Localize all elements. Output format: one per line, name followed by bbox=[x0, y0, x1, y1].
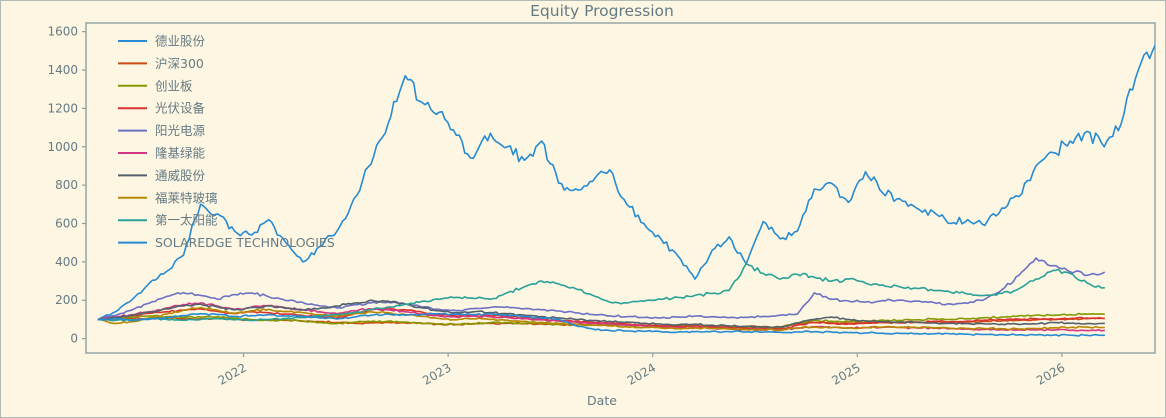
legend-item: 光伏设备 bbox=[118, 101, 206, 116]
y-tick-label: 600 bbox=[55, 216, 78, 230]
x-axis: 2022 2023 2024 2025 2026 bbox=[216, 353, 1067, 388]
series-line bbox=[97, 312, 1105, 337]
y-tick-label: 1200 bbox=[47, 101, 78, 115]
y-tick-label: 1000 bbox=[47, 140, 78, 154]
series-line bbox=[97, 257, 1105, 321]
legend-item: 第一太阳能 bbox=[118, 213, 218, 228]
legend-label: SOLAREDGE TECHNOLOGIES bbox=[155, 235, 335, 250]
plot-area bbox=[97, 44, 1155, 337]
legend-item: 隆基绿能 bbox=[118, 146, 206, 161]
legend-label: 福莱特玻璃 bbox=[155, 190, 218, 205]
x-axis-label: Date bbox=[587, 393, 617, 408]
legend-label: 创业板 bbox=[155, 78, 193, 93]
legend-item: 阳光电源 bbox=[118, 123, 206, 138]
y-tick-label: 800 bbox=[55, 178, 78, 192]
legend-item: SOLAREDGE TECHNOLOGIES bbox=[118, 235, 335, 250]
x-tick-label: 2024 bbox=[625, 360, 658, 387]
y-tick-label: 200 bbox=[55, 293, 78, 307]
legend-item: 德业股份 bbox=[118, 34, 206, 49]
x-tick-label: 2025 bbox=[829, 360, 862, 387]
legend-item: 通威股份 bbox=[118, 168, 206, 183]
legend-label: 德业股份 bbox=[155, 34, 206, 49]
series-line bbox=[97, 306, 1105, 332]
legend-label: 光伏设备 bbox=[155, 101, 206, 116]
series-line bbox=[97, 299, 1105, 329]
series-line bbox=[97, 262, 1105, 322]
legend-label: 沪深300 bbox=[155, 56, 204, 71]
y-tick-label: 1400 bbox=[47, 63, 78, 77]
axes-frame bbox=[85, 22, 1156, 354]
x-tick-label: 2022 bbox=[216, 360, 249, 387]
series-line bbox=[97, 44, 1155, 321]
legend-item: 沪深300 bbox=[118, 56, 204, 71]
legend-label: 阳光电源 bbox=[155, 123, 206, 138]
legend-label: 隆基绿能 bbox=[155, 146, 206, 161]
y-axis: 0 200 400 600 800 1000 1200 1400 1600 bbox=[47, 25, 86, 346]
x-tick-label: 2026 bbox=[1034, 360, 1067, 387]
legend-label: 通威股份 bbox=[155, 168, 206, 183]
legend-item: 福莱特玻璃 bbox=[118, 190, 218, 205]
y-tick-label: 0 bbox=[70, 332, 78, 346]
y-tick-label: 1600 bbox=[47, 25, 78, 39]
y-tick-label: 400 bbox=[55, 255, 78, 269]
x-tick-label: 2023 bbox=[420, 360, 453, 387]
legend-label: 第一太阳能 bbox=[155, 213, 218, 228]
chart-title: Equity Progression bbox=[530, 2, 674, 20]
legend-item: 创业板 bbox=[118, 78, 193, 93]
